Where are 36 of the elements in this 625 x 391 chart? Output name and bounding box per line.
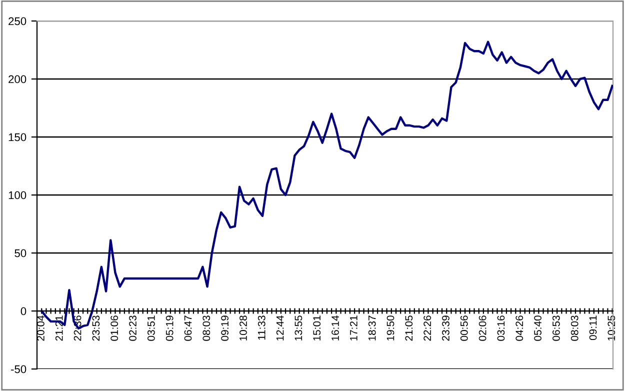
x-tick-label: 23:39 [442,316,450,341]
x-tick-label: 08:03 [570,316,578,341]
x-tick-label: 06:47 [184,316,192,341]
y-tick-label: 0 [20,307,26,316]
y-tick-label: 100 [8,191,26,200]
x-tick-label: 18:37 [368,316,376,340]
x-tick-label: 03:16 [497,316,505,341]
x-tick-label: 00:56 [460,316,468,341]
x-tick-label: 04:26 [516,316,524,341]
y-tick-label: 150 [8,133,26,142]
x-tick-label: 12:44 [276,315,284,340]
x-tick-label: 22:36 [74,316,82,341]
x-tick-label: 11:33 [258,316,266,340]
y-tick-label: 50 [14,249,26,258]
x-tick-label: 09:11 [589,316,597,340]
x-tick-label: 03:51 [147,316,155,341]
x-tick-label: 05:19 [166,316,174,341]
x-tick-label: 05:40 [534,316,542,341]
x-tick-label: 10:28 [240,316,247,340]
x-tick-label: 15:01 [313,316,321,340]
y-tick-label: -50 [11,365,26,374]
x-tick-label: 02:23 [129,316,136,341]
x-tick-label: 23:53 [92,316,100,341]
x-tick-label: 19:50 [386,316,394,340]
x-tick-label: 22:26 [424,316,432,341]
x-tick-label: 01:06 [110,316,118,341]
y-tick-label: 200 [8,75,26,84]
x-tick-label: 06:53 [552,316,560,341]
x-tick-label: 08:03 [202,316,210,341]
x-tick-label: 17:21 [350,316,358,340]
x-tick-label: 02:06 [478,316,486,341]
y-tick-label: 250 [8,17,26,26]
x-tick-label: 13:55 [294,316,302,340]
x-tick-label: 09:19 [221,316,228,341]
x-tick-label: 21:05 [405,316,413,341]
x-tick-label: 16:14 [332,315,339,340]
